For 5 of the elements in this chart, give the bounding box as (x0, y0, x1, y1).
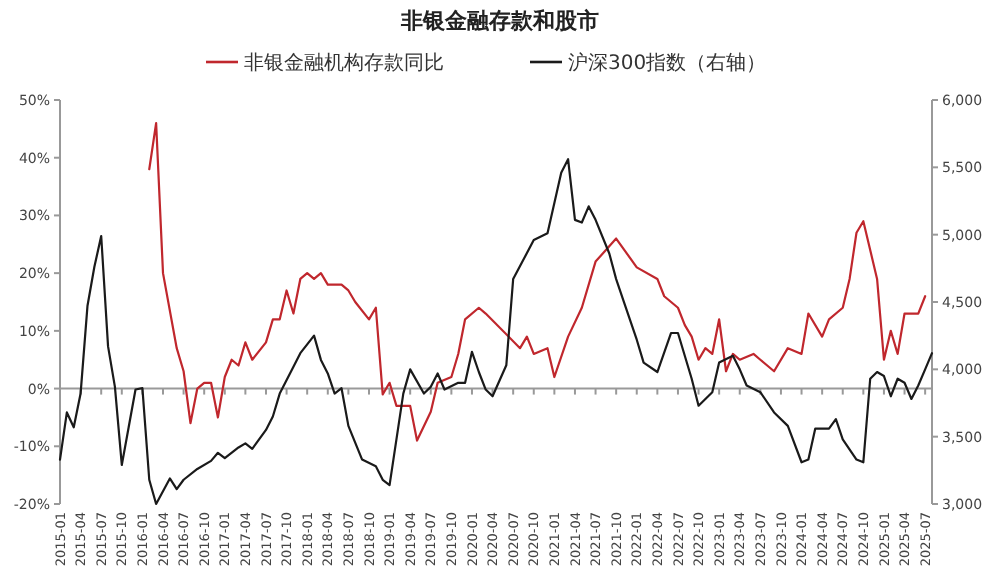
legend-label: 非银金融机构存款同比 (244, 51, 444, 75)
line-series (58, 158, 934, 506)
chart-title: 非银金融存款和股市 (399, 8, 599, 34)
line-series (148, 121, 927, 442)
legend-label: 沪深300指数（右轴） (568, 51, 767, 75)
